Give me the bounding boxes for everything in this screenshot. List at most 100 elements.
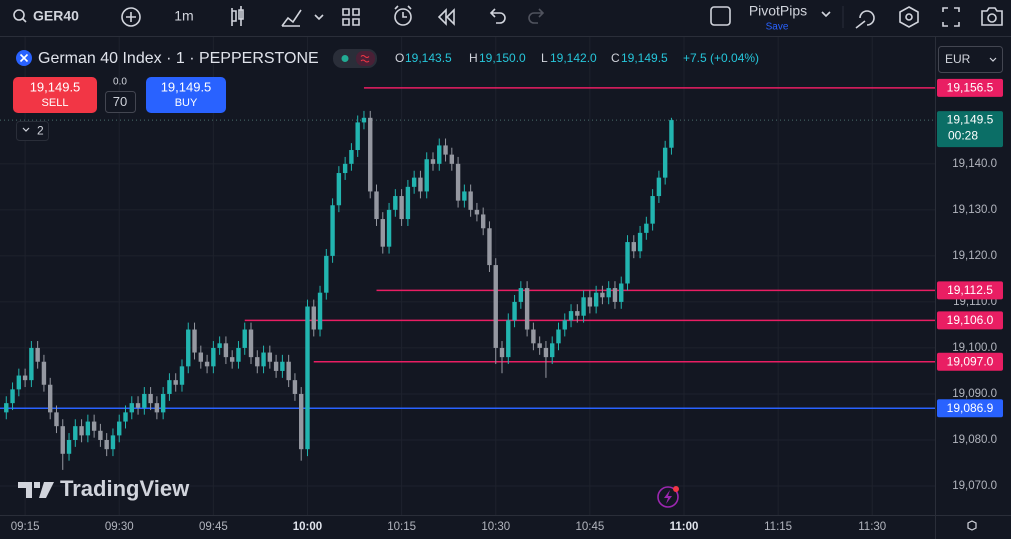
- candle-body: [537, 343, 542, 348]
- compare-button[interactable]: [121, 7, 141, 27]
- caret-icon[interactable]: [821, 11, 831, 18]
- candle-body: [631, 242, 636, 252]
- candle-body: [612, 288, 618, 302]
- ohlc-value: 19,150.0: [479, 51, 526, 65]
- ai-button[interactable]: [657, 486, 679, 508]
- snapshot-icon[interactable]: [981, 7, 1003, 26]
- interval[interactable]: 1m: [174, 8, 193, 24]
- chart-type-icon[interactable]: [231, 6, 244, 26]
- candle-body: [286, 361, 291, 381]
- ohlc-value: 19,149.5: [621, 51, 668, 65]
- notification-dot: [673, 486, 679, 492]
- candle-body: [600, 292, 605, 298]
- y-tick-label: 19,080.0: [952, 434, 997, 446]
- candle-body: [568, 311, 574, 321]
- candle-body: [518, 288, 524, 302]
- candle-body: [512, 301, 517, 321]
- y-tick-label: 19,140.0: [952, 158, 997, 170]
- indicators-icon[interactable]: [281, 9, 302, 27]
- y-tick-label: 19,130.0: [952, 204, 997, 216]
- layout-icon[interactable]: [342, 8, 360, 26]
- candle-body: [449, 154, 455, 164]
- x-tick-label: 11:00: [670, 521, 699, 533]
- alert-button[interactable]: [394, 5, 412, 26]
- candle-body: [192, 329, 197, 353]
- candle-body: [117, 421, 122, 436]
- account-name[interactable]: PivotPips: [749, 3, 807, 19]
- currency-select[interactable]: [938, 46, 1003, 73]
- level-label-box: [937, 311, 1003, 330]
- candle-body: [637, 232, 643, 252]
- candle-body: [73, 426, 78, 440]
- candle-body: [223, 343, 229, 358]
- x-tick-label: 10:00: [293, 521, 322, 533]
- ohlc-change: +7.5 (+0.04%): [683, 51, 759, 65]
- candle-body: [267, 352, 273, 362]
- candle-body: [531, 329, 536, 344]
- candle-body: [399, 196, 404, 220]
- quick-search-icon[interactable]: [855, 10, 875, 29]
- layout-save-icon[interactable]: [710, 6, 731, 26]
- candle-body: [443, 145, 448, 155]
- candle-body: [656, 177, 662, 197]
- candle-body: [575, 311, 580, 316]
- x-tick-label: 09:15: [11, 521, 40, 533]
- y-tick-label: 19,090.0: [952, 388, 997, 400]
- candle-body: [211, 347, 216, 367]
- candle-body: [79, 426, 84, 436]
- axis-settings-icon[interactable]: [967, 520, 977, 531]
- candle-body: [405, 186, 411, 220]
- candle-body: [581, 297, 586, 316]
- candle-body: [462, 191, 467, 201]
- buy-button[interactable]: [146, 77, 226, 113]
- candle-body: [154, 403, 160, 413]
- x-tick-label: 09:30: [105, 521, 134, 533]
- save-label[interactable]: Save: [766, 22, 789, 33]
- symbol: GER40: [33, 8, 79, 24]
- undo-icon[interactable]: [489, 8, 506, 24]
- redo-icon[interactable]: [528, 8, 545, 24]
- candle-body: [374, 191, 379, 220]
- candle-body: [593, 292, 599, 307]
- quantity-input[interactable]: [105, 91, 136, 113]
- replay-icon[interactable]: [437, 8, 455, 26]
- candle-body: [167, 380, 172, 394]
- level-label-box: [937, 281, 1003, 300]
- candle-body: [135, 403, 141, 408]
- caret-icon[interactable]: [314, 14, 324, 21]
- level-label-box: [937, 399, 1003, 418]
- candle-body: [179, 366, 185, 385]
- level-label: 19,106.0: [947, 313, 994, 327]
- y-tick-label: 19,070.0: [952, 480, 997, 492]
- sell-button[interactable]: [13, 77, 97, 113]
- candle-body: [273, 361, 279, 371]
- candle-body: [22, 375, 28, 381]
- candle-body: [625, 242, 630, 284]
- settings-icon[interactable]: [899, 6, 919, 28]
- symbol-search[interactable]: GER40: [13, 8, 79, 24]
- candle-body: [506, 320, 511, 358]
- fullscreen-icon[interactable]: [942, 7, 960, 27]
- sell-price: 19,149.5: [30, 79, 81, 94]
- indicators-count: 2: [37, 124, 44, 138]
- candle-body: [123, 412, 128, 422]
- currency: EUR: [945, 52, 971, 66]
- candle-body: [662, 147, 668, 178]
- indicators-toggle[interactable]: [16, 121, 49, 141]
- level-label: 19,097.0: [947, 354, 994, 368]
- candle-body: [229, 357, 235, 362]
- candle-body: [324, 255, 329, 293]
- candle-body: [292, 380, 298, 394]
- candle-body: [16, 375, 22, 390]
- candle-body: [54, 412, 59, 427]
- candle-body: [418, 177, 423, 192]
- candle-body: [393, 196, 398, 210]
- candle-body: [311, 306, 316, 330]
- x-tick-label: 09:45: [199, 521, 228, 533]
- snapshot-icon: [987, 13, 997, 23]
- grid: [0, 37, 935, 515]
- candle-body: [562, 320, 567, 330]
- candle-body: [386, 209, 392, 247]
- status-pill: [356, 51, 375, 66]
